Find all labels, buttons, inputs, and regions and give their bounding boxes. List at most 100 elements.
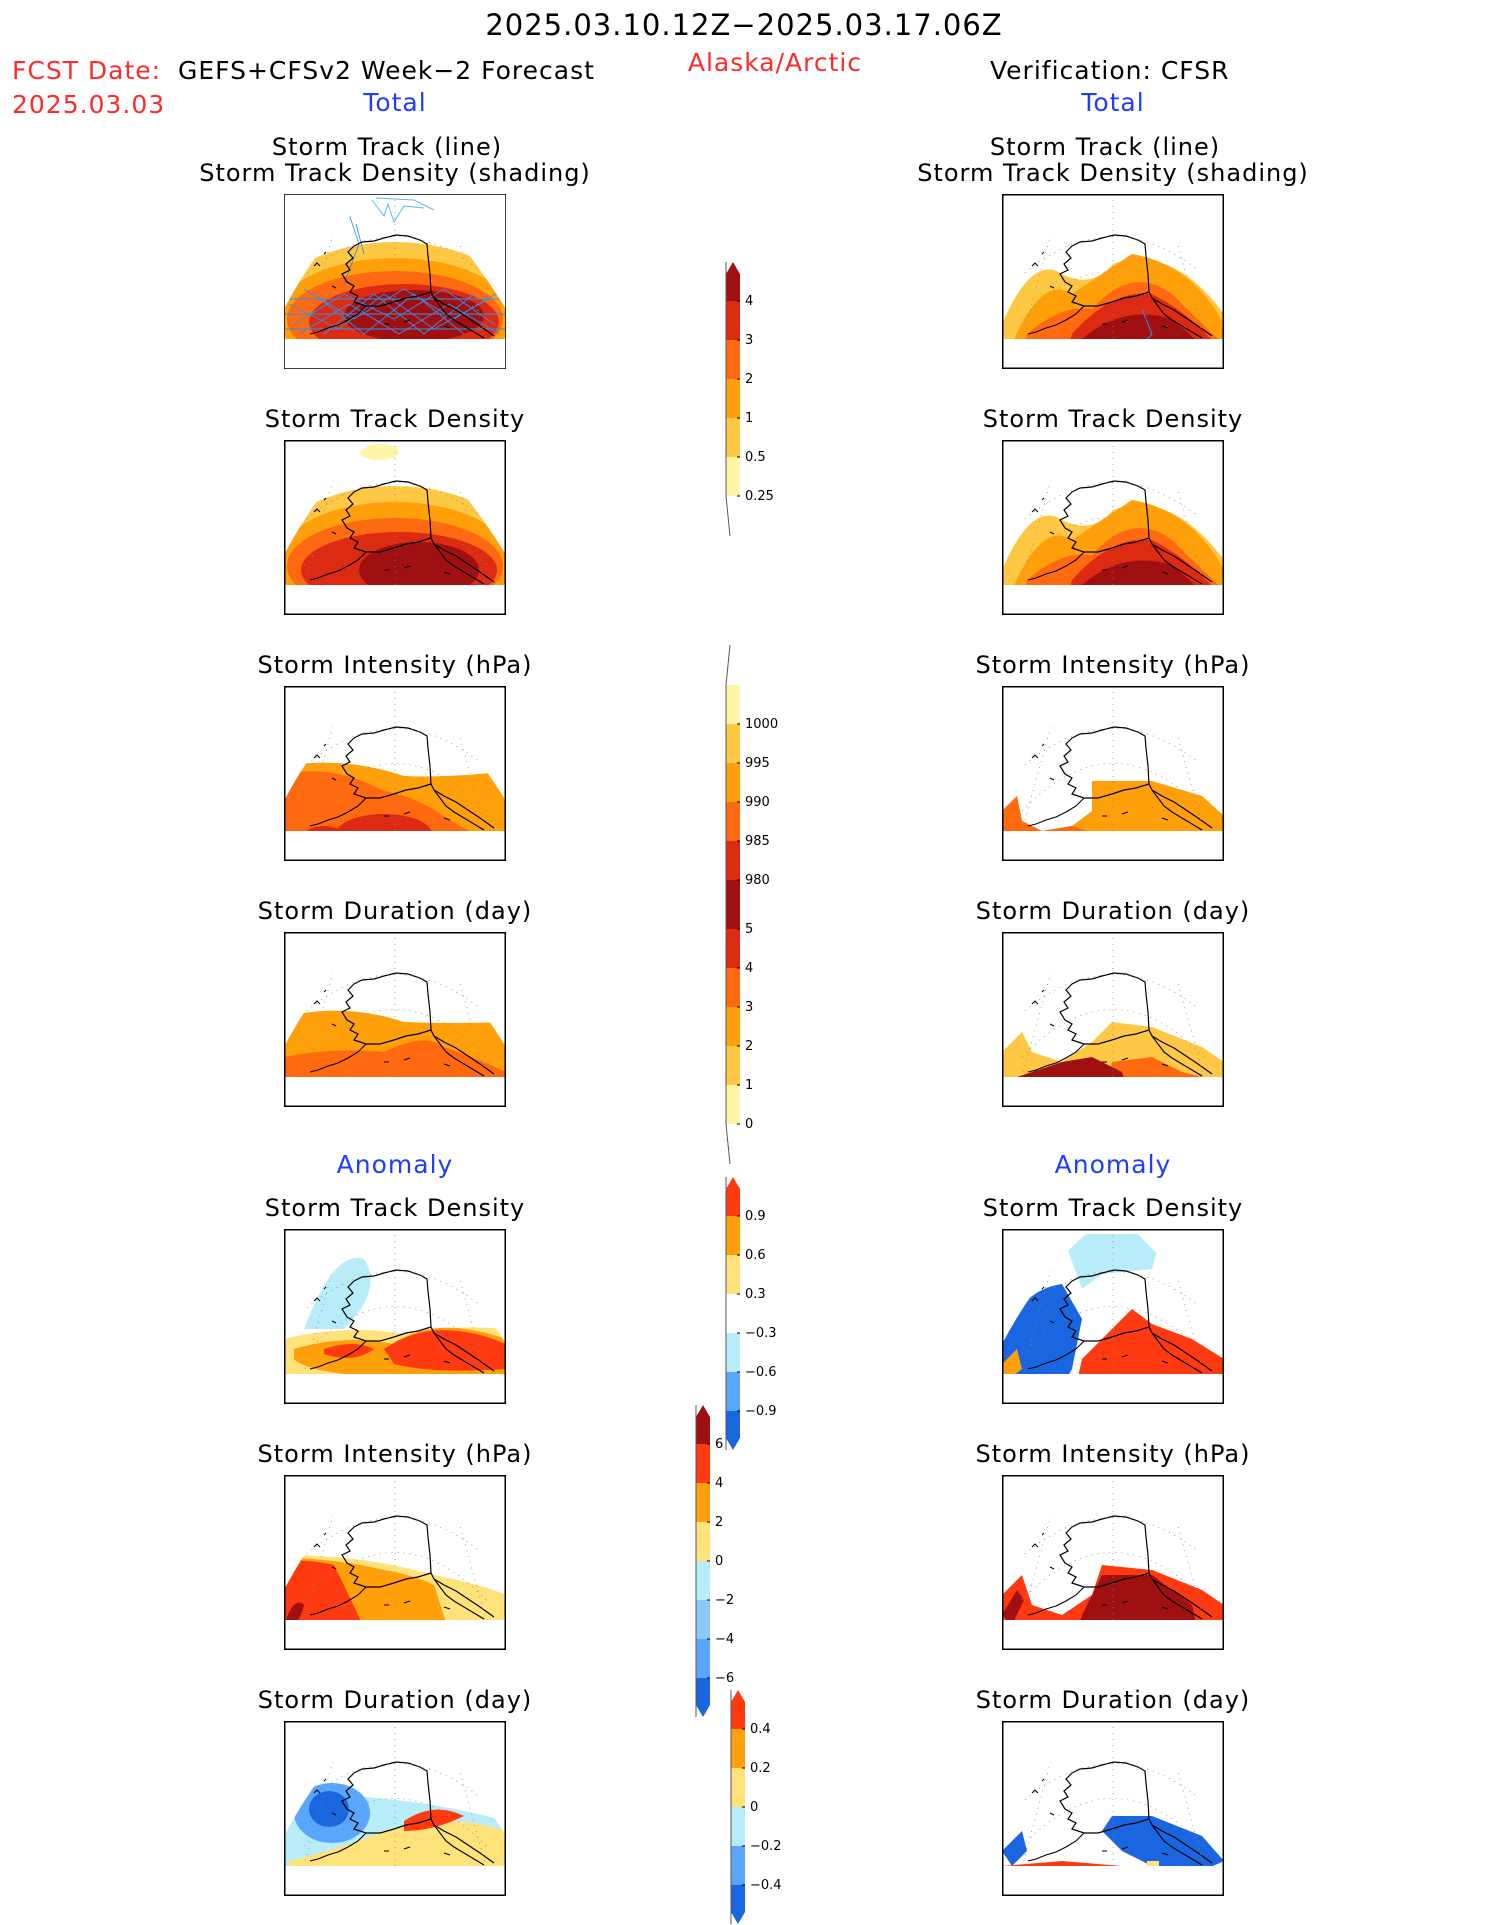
vf-intensity-title: Storm Intensity (hPa) — [975, 651, 1251, 679]
colorbar-segment — [726, 1216, 740, 1255]
vf-anom-density-map — [1002, 1229, 1224, 1404]
colorbar-tick-label: 0.2 — [750, 1761, 771, 1776]
colorbar-tick-label: 0.25 — [745, 489, 774, 504]
colorbar-segment — [726, 301, 740, 340]
colorbar-segment — [731, 1846, 745, 1885]
colorbar-tick-label: 990 — [745, 795, 770, 810]
colorbar-segment — [696, 1678, 710, 1717]
colorbar-tick-label: −2 — [715, 1593, 734, 1608]
colorbar-tick-label: 0 — [750, 1800, 758, 1815]
colorbar-head — [725, 644, 731, 686]
colorbar-segment — [696, 1444, 710, 1483]
fc-intensity-map — [284, 686, 506, 861]
colorbar-segment — [696, 1405, 710, 1444]
colorbar-segment — [726, 1372, 740, 1411]
colorbar-tick-label: 0.5 — [745, 450, 766, 465]
vf-anom-duration-title: Storm Duration (day) — [975, 1686, 1251, 1714]
colorbar-tick-label: 0.6 — [745, 1248, 766, 1263]
vf-duration-map — [1002, 932, 1224, 1107]
colorbar-tick-label: −0.6 — [745, 1365, 777, 1380]
colorbar-segment — [726, 418, 740, 457]
colorbar-segment — [726, 685, 740, 724]
colorbar-segment — [726, 1085, 740, 1124]
vf-track-line-title: Storm Track (line) — [989, 133, 1221, 161]
colorbar-tick-label: 1 — [745, 411, 753, 426]
fc-anom-duration-map — [284, 1721, 506, 1896]
colorbar-tick-label: 0 — [715, 1554, 723, 1569]
colorbar-segment — [696, 1483, 710, 1522]
colorbar-segment — [726, 379, 740, 418]
colorbar-tick-label: −0.9 — [745, 1404, 777, 1419]
fc-track-line-title: Storm Track (line) — [271, 133, 503, 161]
fc-track-density-map — [284, 194, 506, 369]
colorbar-segment — [726, 340, 740, 379]
colorbar-tick-label: 2 — [715, 1515, 723, 1530]
vf-track-density-map — [1002, 194, 1224, 369]
fc-duration-title: Storm Duration (day) — [257, 897, 533, 925]
verification-label: Verification: CFSR — [990, 56, 1230, 85]
colorbar-segment — [696, 1561, 710, 1600]
colorbar-tick-label: 1 — [745, 1078, 753, 1093]
fc-track-shade-title: Storm Track Density (shading) — [199, 159, 591, 187]
colorbar-tick-label: −4 — [715, 1632, 734, 1647]
colorbar-tick-label: 995 — [745, 756, 770, 771]
colorbar-segment — [731, 1885, 745, 1924]
colorbar-segment — [726, 1007, 740, 1046]
colorbar-segment — [726, 1046, 740, 1085]
fc-anom-density-title: Storm Track Density — [264, 1194, 526, 1222]
colorbar-segment — [731, 1690, 745, 1729]
colorbar-segment — [726, 929, 740, 968]
total-intensity-colorbar: 1000 995 990 985 980 — [725, 644, 778, 919]
colorbar-tick-label: 6 — [715, 1437, 723, 1452]
anomaly-intensity-colorbar: 6 4 2 0 −2 −4 −6 — [695, 1405, 734, 1717]
colorbar-tick-label: −0.4 — [750, 1878, 782, 1893]
colorbar-tick-label: 5 — [745, 922, 753, 937]
section-total-verification: Total — [1081, 88, 1145, 117]
colorbar-tick-label: 980 — [745, 873, 770, 888]
colorbar-tick-label: 4 — [715, 1476, 723, 1491]
colorbar-segment — [726, 262, 740, 301]
colorbar-tick-label: 2 — [745, 1039, 753, 1054]
colorbar-segment — [726, 1177, 740, 1216]
vf-anom-intensity-map — [1002, 1475, 1224, 1650]
colorbar-tick-label: 1000 — [745, 717, 778, 732]
colorbar-tail — [725, 495, 731, 537]
colorbar-segment — [726, 802, 740, 841]
colorbar-segment — [726, 1294, 740, 1333]
total-density-colorbar: 4 3 2 1 0.5 0.25 — [725, 262, 774, 537]
colorbar-segment — [726, 457, 740, 496]
vf-density-title: Storm Track Density — [982, 405, 1244, 433]
colorbar-tick-label: 0.4 — [750, 1722, 771, 1737]
colorbar-segment — [726, 890, 740, 929]
fc-anom-intensity-map — [284, 1475, 506, 1650]
colorbar-segment — [726, 763, 740, 802]
section-anomaly-forecast: Anomaly — [336, 1150, 454, 1179]
total-duration-colorbar: 5 4 3 2 1 0 — [725, 890, 753, 1165]
colorbar-tick-label: −0.3 — [745, 1326, 777, 1341]
colorbar-tick-label: 3 — [745, 333, 753, 348]
colorbar-tick-label: 3 — [745, 1000, 753, 1015]
colorbar-tail — [725, 1123, 731, 1165]
colorbar-segment — [726, 1333, 740, 1372]
vf-track-shade-title: Storm Track Density (shading) — [917, 159, 1309, 187]
fc-duration-map — [284, 932, 506, 1107]
colorbar-segment — [696, 1639, 710, 1678]
vf-anom-density-title: Storm Track Density — [982, 1194, 1244, 1222]
fcst-model-label: GEFS+CFSv2 Week−2 Forecast — [178, 56, 595, 85]
colorbar-tick-label: 4 — [745, 961, 753, 976]
region-label: Alaska/Arctic — [687, 48, 863, 77]
colorbar-segment — [731, 1768, 745, 1807]
colorbar-tick-label: 0.9 — [745, 1209, 766, 1224]
colorbar-tick-label: 985 — [745, 834, 770, 849]
vf-intensity-map — [1002, 686, 1224, 861]
fc-anom-density-map — [284, 1229, 506, 1404]
colorbar-segment — [726, 1411, 740, 1450]
colorbar-tick-label: −6 — [715, 1671, 734, 1686]
colorbar-segment — [726, 968, 740, 1007]
colorbar-segment — [731, 1729, 745, 1768]
fc-anom-intensity-title: Storm Intensity (hPa) — [257, 1440, 533, 1468]
section-total-forecast: Total — [363, 88, 427, 117]
section-anomaly-verification: Anomaly — [1054, 1150, 1172, 1179]
colorbar-tick-label: 4 — [745, 294, 753, 309]
vf-anom-duration-map — [1002, 1721, 1224, 1896]
